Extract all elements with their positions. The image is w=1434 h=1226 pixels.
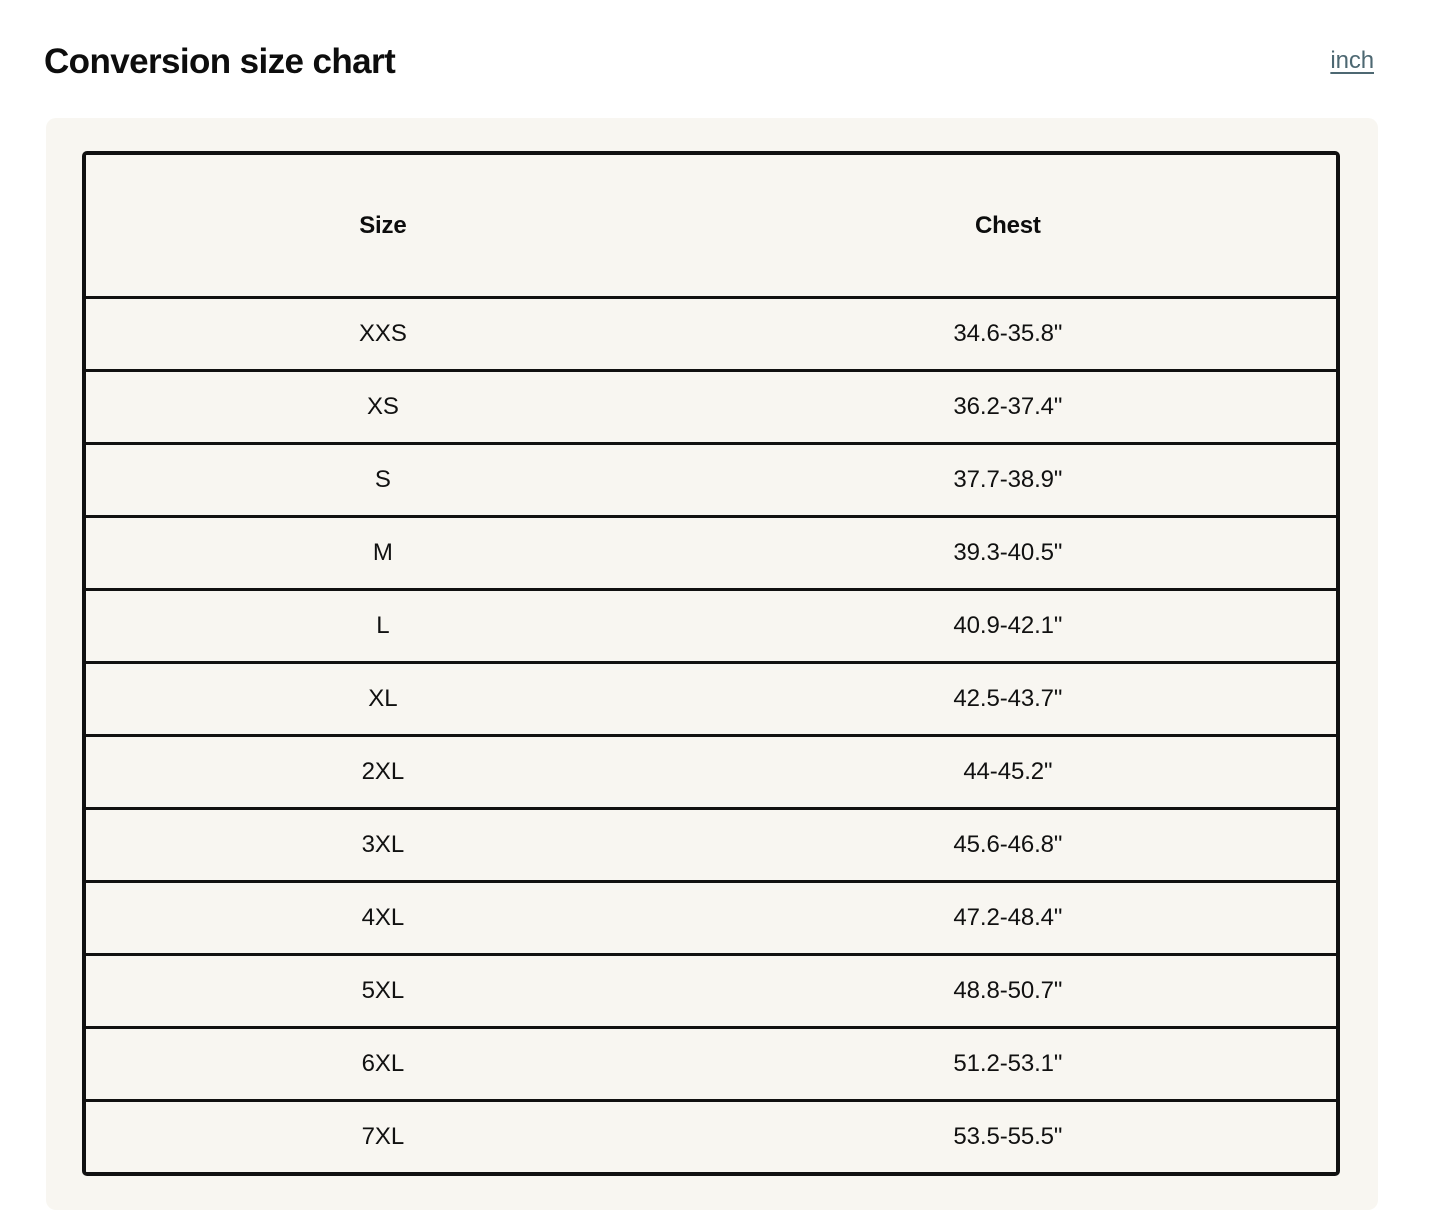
cell-chest: 44-45.2" — [679, 735, 1336, 810]
size-chart-card: Size Chest XXS 34.6-35.8" XS 36.2-37.4" S 37.… — [46, 118, 1378, 1210]
table-row: L 40.9-42.1" — [86, 589, 1336, 664]
cell-size: S — [86, 443, 680, 518]
cell-size: 7XL — [86, 1100, 680, 1172]
table-header: Size Chest — [86, 155, 1336, 299]
cell-chest: 36.2-37.4" — [679, 370, 1336, 445]
unit-toggle-link[interactable]: inch — [1330, 47, 1374, 74]
cell-chest: 42.5-43.7" — [679, 662, 1336, 737]
cell-chest: 53.5-55.5" — [679, 1100, 1336, 1172]
cell-size: XL — [86, 662, 680, 737]
cell-chest: 39.3-40.5" — [679, 516, 1336, 591]
table-row: S 37.7-38.9" — [86, 443, 1336, 518]
cell-size: 4XL — [86, 881, 680, 956]
table-header-row: Size Chest — [86, 155, 1336, 299]
cell-chest: 40.9-42.1" — [679, 589, 1336, 664]
cell-size: XS — [86, 370, 680, 445]
size-table-container: Size Chest XXS 34.6-35.8" XS 36.2-37.4" S 37.… — [82, 151, 1340, 1176]
conversion-size-table: Size Chest XXS 34.6-35.8" XS 36.2-37.4" S 37.… — [86, 155, 1336, 1172]
table-row: 4XL 47.2-48.4" — [86, 881, 1336, 956]
table-body: XXS 34.6-35.8" XS 36.2-37.4" S 37.7-38.9" M 39.… — [86, 297, 1336, 1172]
table-row: XL 42.5-43.7" — [86, 662, 1336, 737]
page-header: Conversion size chart inch — [0, 0, 1434, 118]
cell-size: 3XL — [86, 808, 680, 883]
cell-chest: 47.2-48.4" — [679, 881, 1336, 956]
column-header-chest: Chest — [679, 155, 1336, 299]
cell-size: 2XL — [86, 735, 680, 810]
cell-size: XXS — [86, 297, 680, 372]
cell-chest: 45.6-46.8" — [679, 808, 1336, 883]
table-row: 2XL 44-45.2" — [86, 735, 1336, 810]
cell-chest: 34.6-35.8" — [679, 297, 1336, 372]
cell-size: L — [86, 589, 680, 664]
table-row: 6XL 51.2-53.1" — [86, 1027, 1336, 1102]
cell-chest: 37.7-38.9" — [679, 443, 1336, 518]
table-row: M 39.3-40.5" — [86, 516, 1336, 591]
table-row: XXS 34.6-35.8" — [86, 297, 1336, 372]
table-row: XS 36.2-37.4" — [86, 370, 1336, 445]
table-row: 5XL 48.8-50.7" — [86, 954, 1336, 1029]
page-title: Conversion size chart — [44, 41, 396, 81]
cell-size: 6XL — [86, 1027, 680, 1102]
table-row: 3XL 45.6-46.8" — [86, 808, 1336, 883]
cell-chest: 48.8-50.7" — [679, 954, 1336, 1029]
cell-chest: 51.2-53.1" — [679, 1027, 1336, 1102]
cell-size: M — [86, 516, 680, 591]
column-header-size: Size — [86, 155, 680, 299]
table-row: 7XL 53.5-55.5" — [86, 1100, 1336, 1172]
cell-size: 5XL — [86, 954, 680, 1029]
